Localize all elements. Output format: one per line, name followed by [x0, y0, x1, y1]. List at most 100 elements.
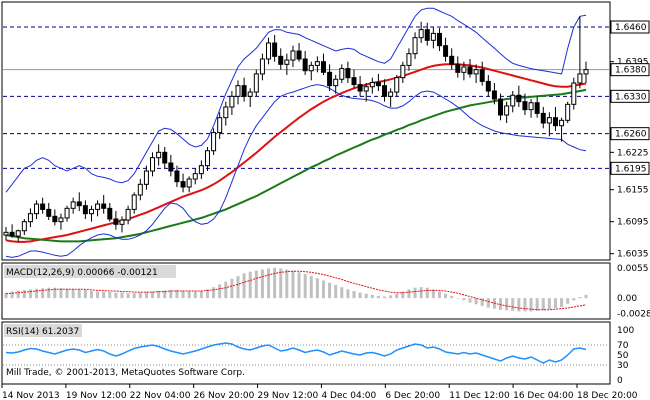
candle-body — [327, 71, 333, 87]
price-tag-box — [610, 63, 650, 77]
candle-body — [473, 69, 479, 75]
rsi-line — [5, 342, 587, 364]
candle-body — [259, 58, 265, 75]
macd-tick-label: -0.0028 — [617, 310, 650, 320]
candle-body — [168, 162, 174, 172]
candle-body — [388, 91, 394, 97]
macd-bar — [553, 298, 557, 309]
macd-bar — [230, 278, 234, 299]
macd-bar — [511, 298, 515, 311]
candle-body — [192, 173, 198, 180]
macd-bar — [425, 287, 429, 299]
candle-body — [314, 61, 320, 66]
candle-body — [21, 221, 27, 232]
price-panel-frame — [1, 1, 611, 261]
macd-bar — [120, 292, 124, 299]
macd-bar — [321, 280, 325, 299]
candle-body — [443, 45, 449, 57]
candle-body — [156, 151, 162, 159]
macd-bar — [505, 298, 509, 311]
candle-body — [430, 32, 436, 41]
candle-body — [64, 207, 70, 219]
candle-body — [308, 64, 314, 72]
candle-body — [34, 203, 40, 215]
macd-bar — [450, 295, 454, 299]
candle-body — [247, 91, 253, 97]
candle-body — [461, 66, 467, 73]
macd-bar — [560, 298, 564, 307]
candle-body — [278, 55, 284, 65]
time-tick-label: 18 Dec 20:00 — [577, 391, 638, 400]
price-tag-label: 1.6380 — [615, 66, 647, 76]
rsi-tick-label: 100 — [617, 326, 634, 336]
price-tick-label: 1.6395 — [617, 58, 649, 68]
macd-bar — [199, 291, 203, 299]
candle-body — [479, 69, 485, 82]
macd-bar — [163, 290, 167, 299]
candle-body — [272, 42, 278, 57]
candle-body — [284, 59, 290, 65]
rsi-tick-label: 70 — [617, 341, 629, 351]
candle-body — [565, 103, 571, 121]
macd-bar — [395, 293, 399, 299]
candle-body — [95, 203, 101, 210]
candle-body — [223, 106, 229, 119]
macd-bar — [132, 293, 136, 299]
macd-bar — [236, 276, 240, 299]
macd-bar — [114, 292, 118, 299]
candle-body — [583, 69, 589, 75]
macd-bar — [407, 289, 411, 299]
macd-bar — [352, 291, 356, 299]
candle-body — [436, 32, 442, 47]
macd-bar — [529, 298, 533, 312]
macd-bar — [28, 289, 32, 299]
macd-bar — [309, 276, 313, 299]
macd-bar — [444, 293, 448, 299]
candle-body — [131, 194, 137, 210]
candle-body — [491, 90, 497, 100]
candle-body — [510, 94, 516, 107]
macd-bar — [205, 289, 209, 299]
candle-body — [351, 77, 357, 86]
macd-tick-label: 0.00 — [617, 294, 637, 304]
candle-body — [204, 150, 210, 167]
candle-body — [577, 73, 583, 84]
price-layer — [3, 7, 610, 258]
macd-bar — [267, 268, 271, 299]
price-tick-label: 1.6225 — [617, 148, 649, 158]
macd-bar — [364, 293, 368, 299]
candle-body — [82, 205, 88, 215]
candle-body — [424, 29, 430, 41]
macd-bar — [297, 272, 301, 299]
candle-body — [143, 170, 149, 185]
macd-bar — [273, 267, 277, 299]
macd-bar — [193, 291, 197, 299]
macd-bar — [169, 289, 173, 299]
macd-bar — [566, 298, 570, 304]
macd-bar — [285, 269, 289, 299]
macd-bar — [535, 298, 539, 311]
candle-body — [101, 203, 107, 209]
macd-bar — [59, 288, 63, 299]
candle-body — [528, 102, 534, 111]
candle-body — [394, 77, 400, 93]
macd-bar — [77, 289, 81, 299]
macd-bar — [242, 273, 246, 299]
macd-tick-label: 0.0055 — [617, 264, 649, 274]
macd-bar — [383, 296, 387, 299]
macd-bar — [181, 290, 185, 299]
rsi-tick-label: 30 — [617, 361, 629, 371]
macd-bar — [578, 297, 582, 299]
macd-bar — [126, 293, 130, 299]
candle-body — [119, 219, 125, 225]
candle-body — [162, 151, 168, 164]
macd-bar — [4, 292, 8, 299]
macd-bar — [279, 268, 283, 299]
macd-bar — [53, 287, 57, 299]
candle-body — [150, 157, 156, 172]
macd-bar — [187, 291, 191, 299]
candle-body — [559, 119, 565, 127]
candle-body — [552, 117, 558, 127]
macd-bar — [83, 289, 87, 299]
